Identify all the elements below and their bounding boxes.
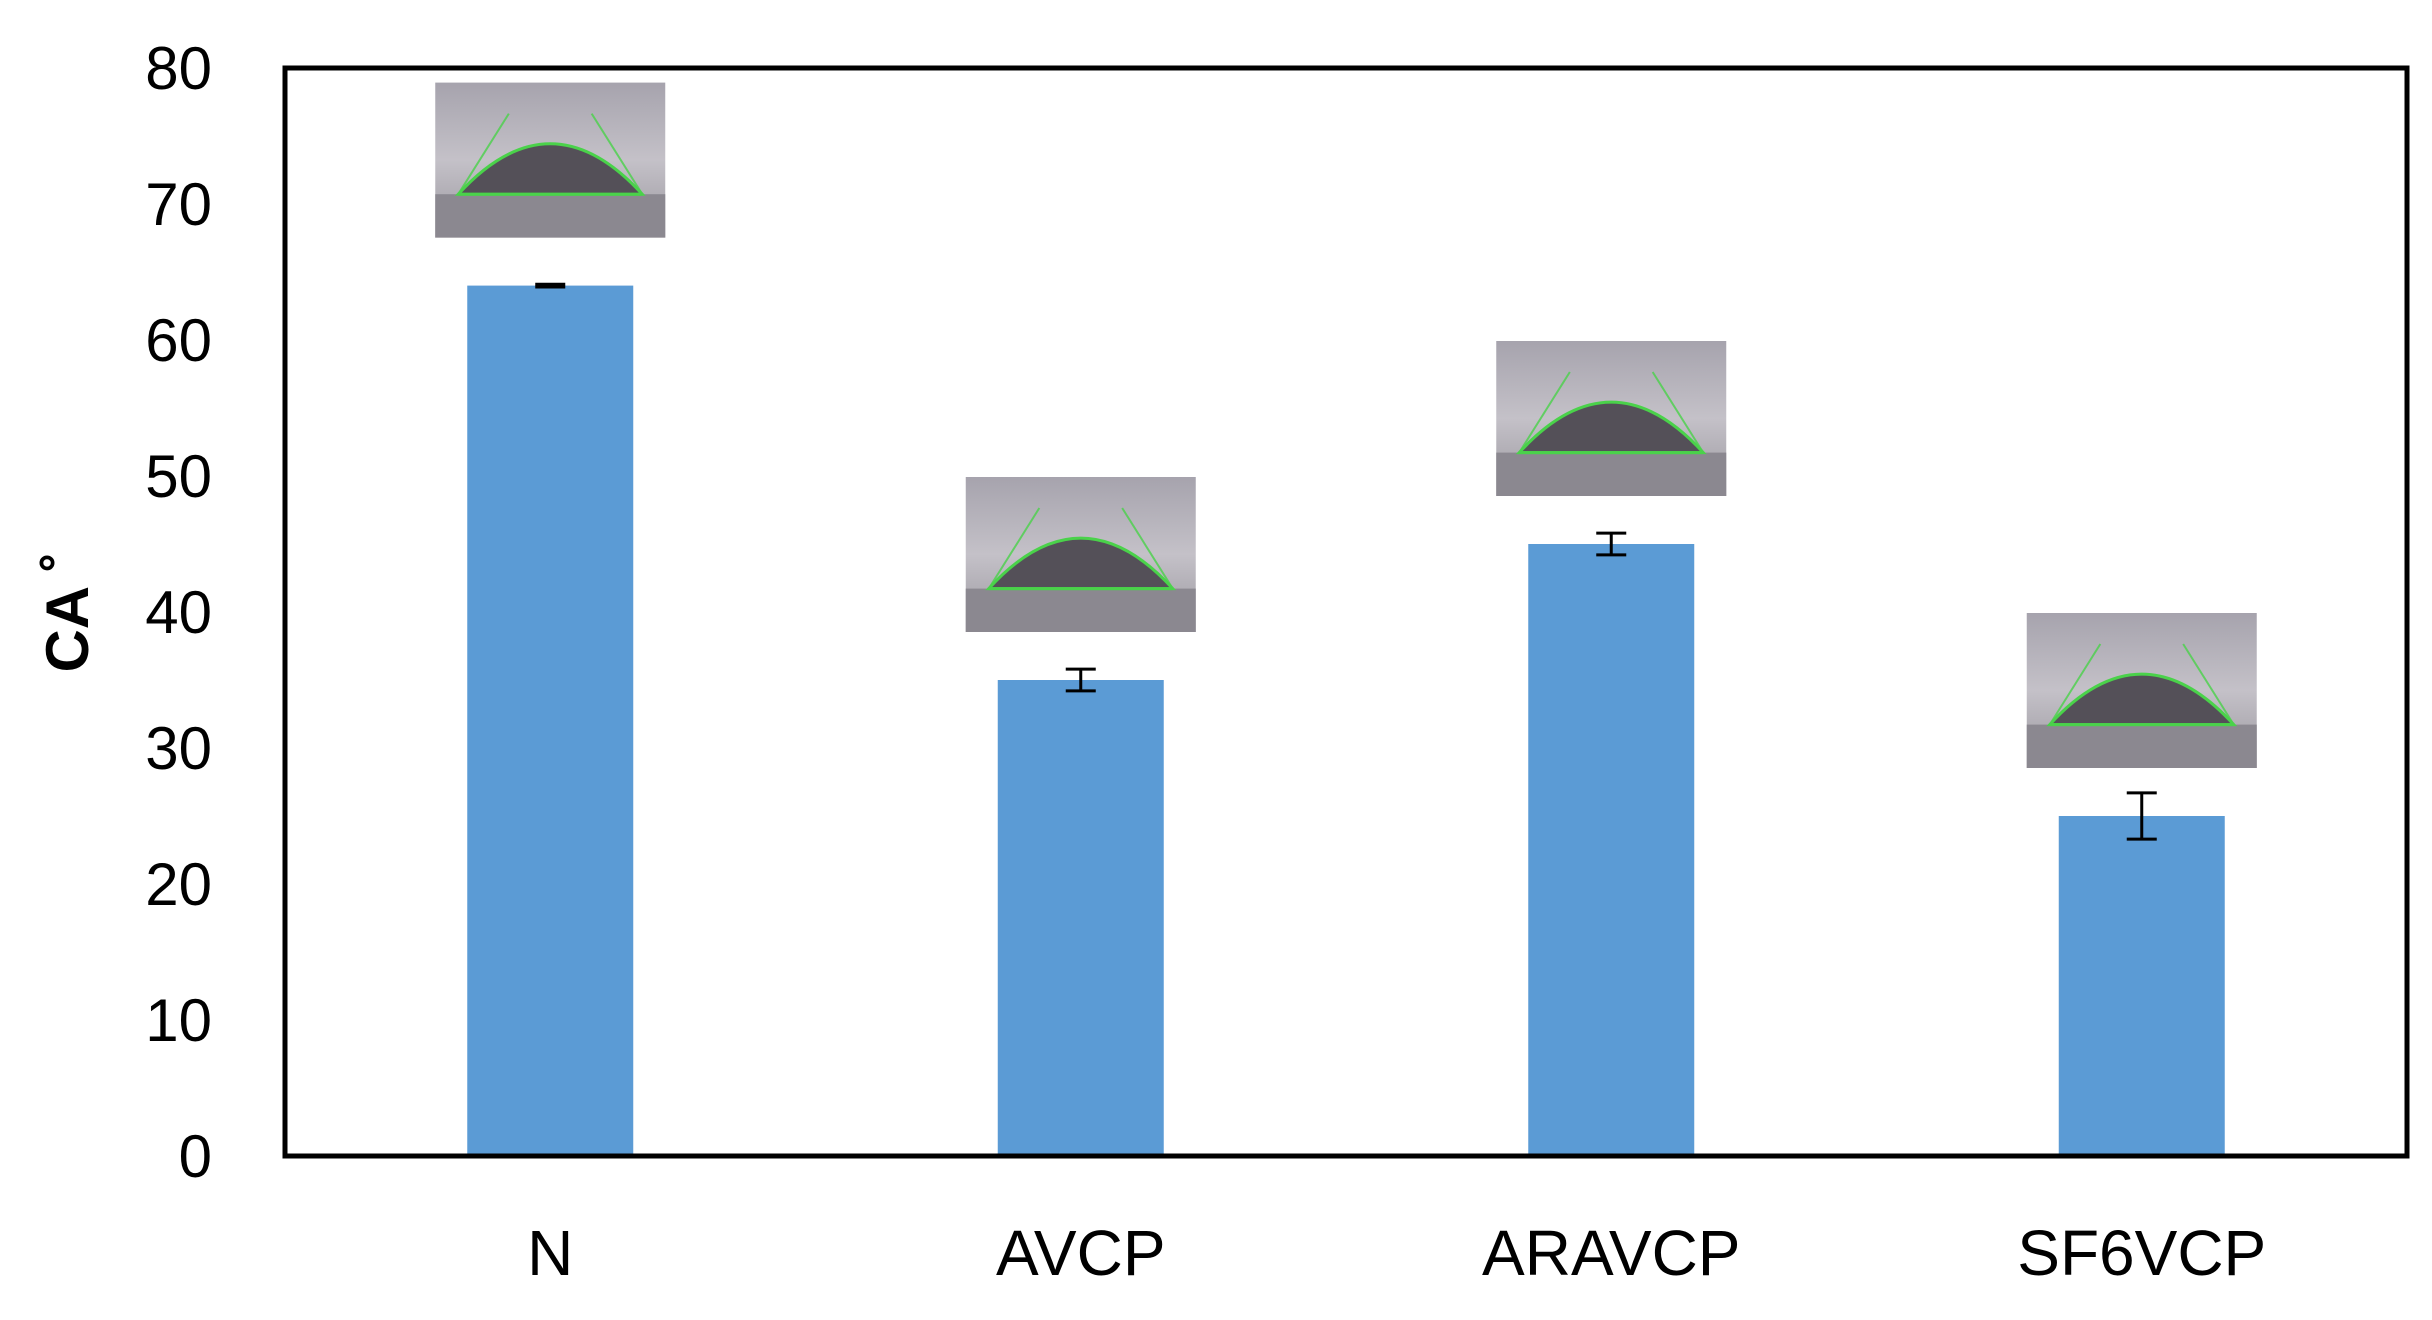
x-tick-label-aravcp: ARAVCP <box>1482 1217 1740 1289</box>
droplet-insets <box>435 82 2257 768</box>
error-bar-n <box>535 282 566 289</box>
y-tick-label: 60 <box>145 307 212 374</box>
y-axis-title: CA ˚ <box>34 551 101 672</box>
droplet-inset-avcp <box>965 477 1196 632</box>
bar-n <box>467 285 634 1157</box>
y-tick-label: 20 <box>145 851 212 918</box>
y-tick-label: 10 <box>145 987 212 1054</box>
bar-aravcp <box>1528 544 1695 1156</box>
bar-avcp <box>997 680 1164 1156</box>
y-tick-label: 0 <box>179 1123 212 1190</box>
x-tick-label-sf6vcp: SF6VCP <box>2017 1217 2266 1289</box>
y-tick-label: 30 <box>145 715 212 782</box>
bar-sf6vcp <box>2058 816 2225 1156</box>
error-bar-avcp <box>1065 667 1096 693</box>
category-labels: N AVCP ARAVCP SF6VCP <box>527 1217 2266 1289</box>
x-tick-label-avcp: AVCP <box>996 1217 1166 1289</box>
error-bars <box>535 282 2157 841</box>
x-tick-label-n: N <box>527 1217 573 1289</box>
droplet-inset-sf6vcp <box>2026 613 2257 768</box>
plot-area-frame <box>282 65 2410 1159</box>
error-bar-aravcp <box>1596 531 1627 557</box>
bars <box>467 285 2225 1157</box>
error-bar-sf6vcp <box>2126 791 2157 841</box>
droplet-inset-aravcp <box>1496 341 1727 496</box>
y-tick-label: 80 <box>145 35 212 102</box>
droplet-inset-n <box>435 82 666 238</box>
y-tick-label: 50 <box>145 443 212 510</box>
y-tick-label: 70 <box>145 171 212 238</box>
y-tick-label: 40 <box>145 579 212 646</box>
y-axis-ticks: 0 10 20 30 40 50 60 70 80 <box>145 35 212 1190</box>
